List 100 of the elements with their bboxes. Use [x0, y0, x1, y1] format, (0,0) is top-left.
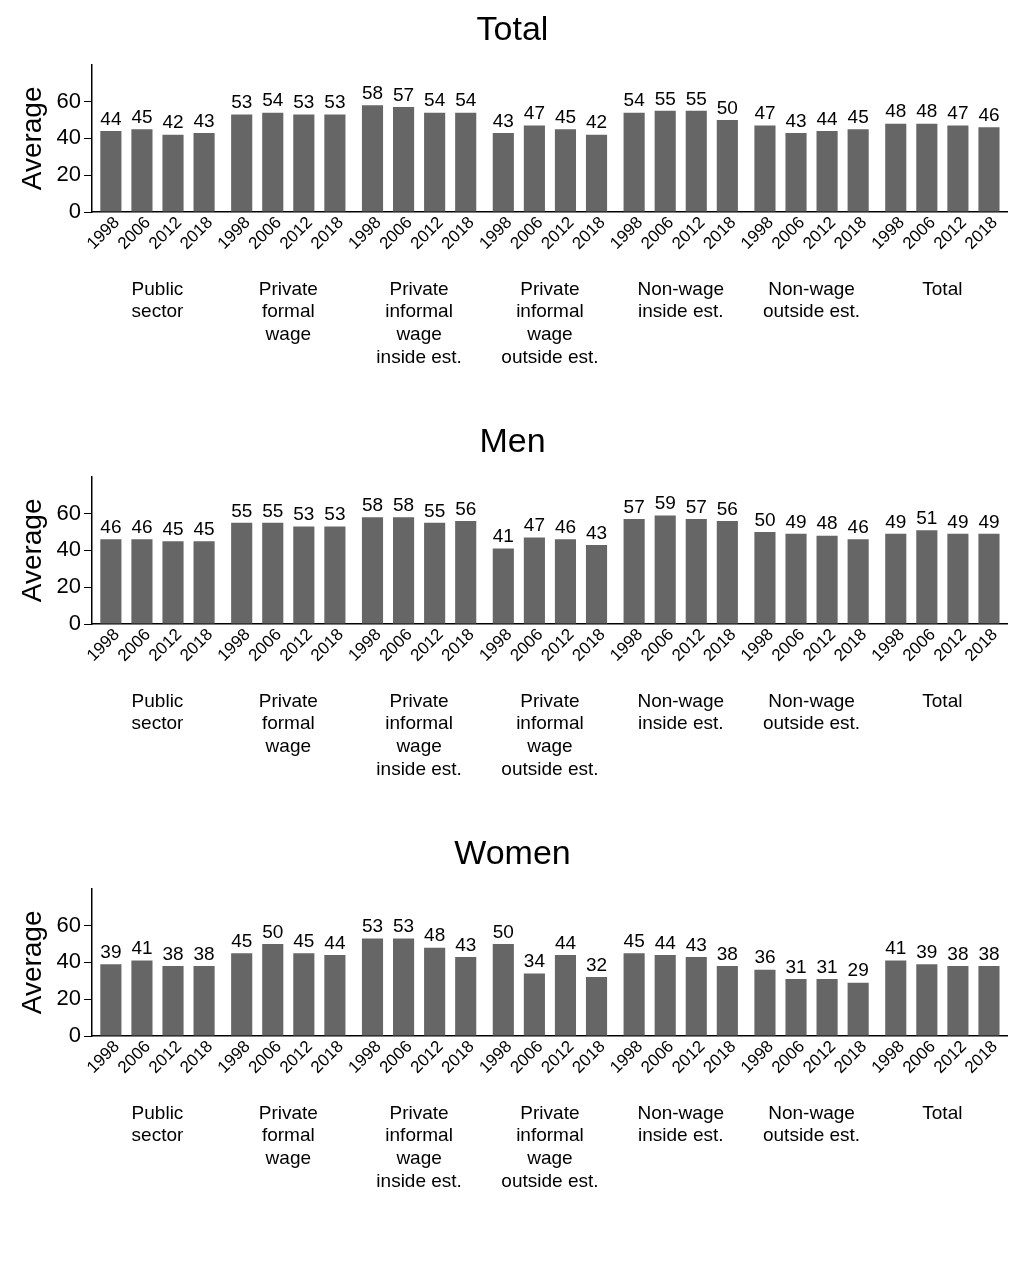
- data-label: 43: [585, 521, 608, 543]
- data-label: 57: [685, 495, 707, 517]
- y-tick-label: 20: [56, 573, 82, 599]
- x-tick-label: Private formal wage: [258, 277, 318, 345]
- bar: [916, 123, 938, 212]
- bar: [162, 134, 184, 212]
- bar: [492, 548, 514, 624]
- bar: [100, 539, 122, 624]
- data-label: 56: [716, 497, 738, 519]
- data-label: 48: [816, 512, 838, 534]
- bar: [916, 964, 938, 1036]
- data-label: 39: [100, 940, 122, 962]
- data-label: 44: [324, 931, 346, 953]
- x-tick-label: Private formal wage: [258, 689, 318, 757]
- data-label: 45: [554, 105, 577, 127]
- bar: [324, 955, 346, 1036]
- data-label: 44: [816, 107, 839, 129]
- bar: [523, 973, 545, 1036]
- bar: [623, 112, 645, 212]
- bar: [754, 532, 776, 624]
- data-label: 36: [754, 946, 776, 968]
- bar: [100, 131, 122, 212]
- x-tick-label: Private informal wage inside est.: [376, 277, 462, 368]
- x-tick-label: Private informal wage inside est.: [376, 1101, 462, 1192]
- data-label: 43: [492, 109, 514, 131]
- bar: [361, 105, 384, 212]
- data-label: 56: [455, 497, 477, 519]
- bar: [131, 539, 153, 624]
- y-axis-title: Average: [15, 86, 47, 191]
- data-label: 50: [716, 96, 738, 118]
- data-label: 31: [816, 955, 838, 977]
- bar: [231, 953, 253, 1036]
- data-label: 54: [455, 89, 477, 111]
- bar: [523, 125, 545, 212]
- x-tick-label: Non-wage inside est.: [637, 1101, 725, 1146]
- bar: [847, 129, 869, 212]
- bar: [885, 123, 907, 212]
- bar: [193, 541, 215, 624]
- data-label: 47: [947, 102, 969, 124]
- data-label: 55: [654, 87, 676, 109]
- bar: [361, 938, 384, 1036]
- y-tick-label: 60: [56, 499, 82, 525]
- data-label: 43: [193, 109, 215, 131]
- data-label: 58: [393, 494, 415, 516]
- bar: [623, 953, 645, 1036]
- data-label: 44: [654, 931, 677, 953]
- data-label: 38: [978, 942, 1000, 964]
- data-label: 48: [916, 100, 938, 122]
- data-label: 43: [685, 933, 707, 955]
- data-label: 57: [623, 495, 645, 517]
- x-tick-label: Public sector: [131, 1101, 185, 1146]
- x-tick-label: Private formal wage: [258, 1101, 318, 1169]
- x-tick-label: Total: [922, 1101, 963, 1123]
- bar: [492, 132, 514, 212]
- data-label: 43: [455, 933, 477, 955]
- x-tick-label: Non-wage outside est.: [762, 277, 861, 322]
- bar: [847, 982, 869, 1036]
- bar: [685, 956, 707, 1036]
- bar: [585, 134, 608, 212]
- bar: [262, 944, 284, 1036]
- bar: [947, 125, 969, 212]
- data-label: 54: [262, 89, 284, 111]
- x-tick-label: Private informal wage outside est.: [501, 277, 599, 368]
- data-label: 41: [492, 525, 514, 547]
- data-label: 45: [623, 929, 645, 951]
- data-label: 38: [162, 942, 184, 964]
- data-label: 39: [916, 940, 938, 962]
- bar: [393, 938, 415, 1036]
- data-label: 53: [361, 915, 384, 937]
- x-tick-label: Non-wage outside est.: [762, 1101, 861, 1146]
- data-label: 45: [847, 105, 869, 127]
- bar: [293, 953, 315, 1036]
- chart-title: Total: [476, 8, 549, 47]
- bar: [816, 131, 838, 212]
- data-label: 48: [424, 924, 446, 946]
- x-tick-label: Private informal wage outside est.: [501, 1101, 599, 1192]
- data-label: 55: [424, 499, 446, 521]
- bar: [231, 114, 253, 212]
- data-label: 45: [193, 517, 215, 539]
- data-label: 58: [361, 494, 384, 516]
- data-label: 50: [262, 920, 284, 942]
- bar: [585, 977, 608, 1036]
- bar: [654, 515, 676, 624]
- data-label: 32: [585, 953, 608, 975]
- data-label: 53: [293, 91, 315, 113]
- data-label: 43: [785, 109, 807, 131]
- bar: [585, 544, 608, 624]
- bar: [554, 129, 577, 212]
- bar: [816, 535, 838, 624]
- bar: [492, 944, 514, 1036]
- data-label: 34: [523, 950, 546, 972]
- bar: [293, 526, 315, 624]
- y-tick-label: 40: [56, 536, 82, 562]
- data-label: 53: [231, 91, 253, 113]
- data-label: 49: [885, 510, 907, 532]
- data-label: 38: [193, 942, 215, 964]
- bar: [754, 969, 776, 1036]
- data-label: 57: [393, 83, 415, 105]
- data-label: 55: [685, 87, 707, 109]
- data-label: 46: [847, 516, 869, 538]
